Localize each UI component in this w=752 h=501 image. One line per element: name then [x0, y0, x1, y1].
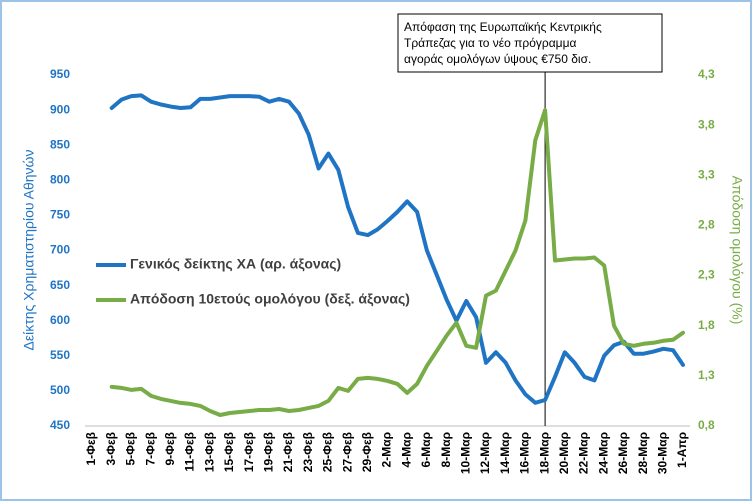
x-tick-label: 13-Φεβ [202, 432, 216, 472]
y-tick-label: 850 [50, 137, 70, 151]
y-tick-label: 550 [50, 348, 70, 362]
x-tick-label: 3-Φεβ [104, 432, 118, 466]
x-tick-label: 1-Φεβ [84, 432, 98, 466]
x-tick-label: 22-Μαρ [577, 432, 591, 474]
y-tick-label: 450 [50, 418, 70, 432]
y2-axis-label: Απόδοση ομολόγου (%) [729, 176, 745, 325]
x-tick-label: 24-Μαρ [596, 432, 610, 474]
x-tick-label: 26-Μαρ [616, 432, 630, 474]
y2-tick-label: 1,3 [698, 368, 715, 382]
x-tick-label: 16-Μαρ [518, 432, 532, 474]
series-line [109, 108, 685, 417]
y-tick-label: 750 [50, 208, 70, 222]
y-tick-label: 700 [50, 243, 70, 257]
y2-tick-label: 3,3 [698, 167, 715, 181]
annotation-text: Απόφαση της Ευρωπαϊκής Κεντρικής [404, 20, 602, 34]
y-tick-label: 950 [50, 67, 70, 81]
y-tick-label: 900 [50, 102, 70, 116]
x-tick-label: 19-Φεβ [261, 432, 275, 472]
x-tick-label: 8-Μαρ [439, 432, 453, 467]
x-tick-label: 2-Μαρ [380, 432, 394, 467]
x-tick-label: 7-Φεβ [143, 432, 157, 466]
annotation-box [397, 13, 663, 73]
y2-tick-label: 1,8 [698, 318, 715, 332]
y-tick-label: 500 [50, 383, 70, 397]
y2-tick-label: 2,3 [698, 268, 715, 282]
x-tick-label: 6-Μαρ [419, 432, 433, 467]
x-tick-label: 1-Απρ [675, 432, 689, 468]
x-tick-label: 9-Φεβ [163, 432, 177, 466]
x-tick-label: 10-Μαρ [458, 432, 472, 474]
y2-tick-label: 3,8 [698, 117, 715, 131]
x-tick-label: 5-Φεβ [124, 432, 138, 466]
x-tick-label: 30-Μαρ [655, 432, 669, 474]
x-tick-label: 28-Μαρ [636, 432, 650, 474]
x-tick-label: 17-Φεβ [242, 432, 256, 472]
x-tick-label: 4-Μαρ [399, 432, 413, 467]
y2-tick-label: 0,8 [698, 418, 715, 432]
x-tick-label: 18-Μαρ [537, 432, 551, 474]
x-tick-label: 14-Μαρ [498, 432, 512, 474]
annotation-text: Τράπεζας για το νέο πρόγραμμα [404, 36, 577, 50]
y-tick-label: 650 [50, 278, 70, 292]
x-tick-label: 25-Φεβ [321, 432, 335, 472]
y-tick-label: 800 [50, 172, 70, 186]
y-tick-label: 600 [50, 313, 70, 327]
x-tick-label: 15-Φεβ [222, 432, 236, 472]
y-axis-label: Δείκτης Χρηματιστηρίου Αθηνών [21, 150, 37, 351]
series-line [109, 93, 685, 405]
y2-tick-label: 2,8 [698, 218, 715, 232]
x-tick-label: 12-Μαρ [478, 432, 492, 474]
annotation-text: αγοράς ομολόγων ύψους €750 δισ. [404, 52, 591, 66]
x-tick-label: 21-Φεβ [281, 432, 295, 472]
legend-label: Απόδοση 10ετούς ομολόγου (δεξ. άξονας) [130, 291, 410, 307]
legend-label: Γενικός δείκτης ΧΑ (αρ. άξονας) [130, 256, 341, 272]
y2-tick-label: 4,3 [698, 67, 715, 81]
x-tick-label: 11-Φεβ [183, 432, 197, 472]
x-tick-label: 27-Φεβ [340, 432, 354, 472]
x-tick-label: 29-Φεβ [360, 432, 374, 472]
x-tick-label: 23-Φεβ [301, 432, 315, 472]
x-tick-label: 20-Μαρ [557, 432, 571, 474]
